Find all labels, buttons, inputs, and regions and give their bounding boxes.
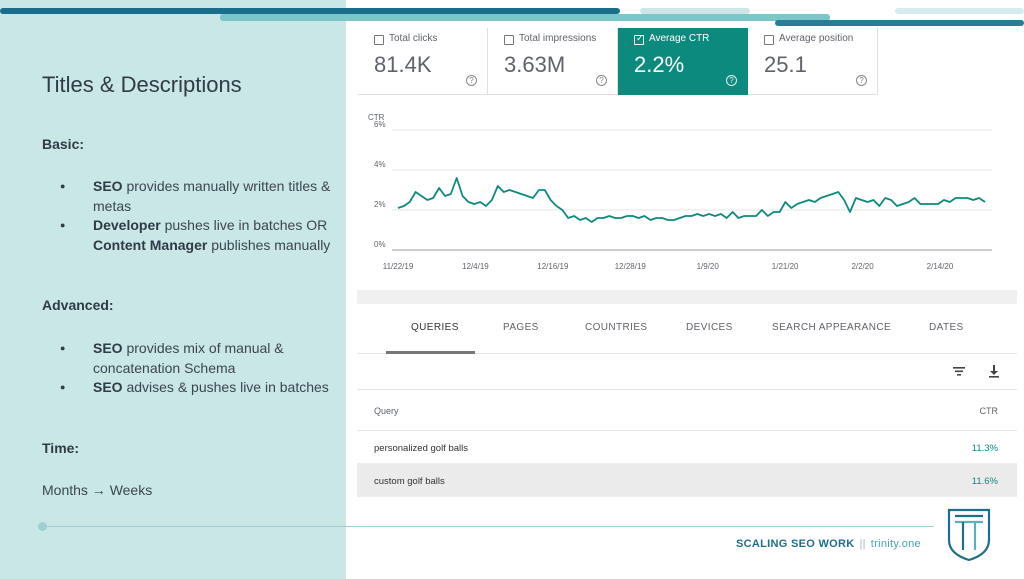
tab-dates[interactable]: DATES (929, 322, 964, 333)
bullet-item: SEO provides manually written titles & m… (60, 177, 335, 216)
top-decor-bar (640, 8, 750, 14)
bullet-strong: SEO (93, 340, 123, 356)
tab-search-appearance[interactable]: SEARCH APPEARANCE (772, 322, 892, 333)
x-tick-label: 11/22/19 (383, 262, 414, 271)
slide-title: Titles & Descriptions (42, 72, 242, 97)
time-heading: Time: (42, 440, 80, 456)
x-tick-label: 1/21/20 (772, 262, 799, 271)
metric-label: Average CTR (649, 33, 710, 44)
bullet-strong: SEO (93, 178, 123, 194)
top-decor-bar (775, 20, 1024, 26)
y-tick-label: 2% (374, 200, 386, 209)
basic-heading: Basic: (42, 136, 85, 152)
metric-card-average-position[interactable]: Average position 25.1 ? (748, 28, 878, 95)
advanced-heading: Advanced: (42, 297, 114, 313)
bullet-text: publishes manually (207, 236, 331, 253)
bullet-text: advises & pushes live in batches (122, 379, 329, 395)
column-header-ctr[interactable]: CTR (979, 406, 999, 416)
footer-brand-title: SCALING SEO WORK (736, 538, 855, 550)
help-circle-icon[interactable]: ? (726, 75, 737, 86)
bullet-text: provides mix of manual & concatenation S… (93, 340, 284, 376)
footer-separator: || (859, 538, 866, 550)
x-tick-label: 12/28/19 (615, 262, 647, 271)
checkbox[interactable] (764, 35, 774, 45)
footer-brand: SCALING SEO WORK || trinity.one (736, 538, 921, 550)
basic-bullets: SEO provides manually written titles & m… (60, 177, 335, 255)
y-tick-label: 4% (374, 160, 386, 169)
metric-card-average-ctr[interactable]: ✓ Average CTR 2.2% ? (618, 28, 748, 95)
time-text: Months → Weeks (42, 482, 153, 498)
download-icon[interactable] (986, 363, 1002, 379)
metric-value: 3.63M (504, 52, 566, 77)
checkbox[interactable] (504, 35, 514, 45)
tab-queries[interactable]: QUERIES (411, 322, 459, 333)
top-decor-bar (895, 8, 1024, 14)
tab-countries[interactable]: COUNTRIES (585, 322, 648, 333)
metric-card-total-clicks[interactable]: Total clicks 81.4K ? (358, 28, 488, 95)
metric-card-total-impressions[interactable]: Total impressions 3.63M ? (488, 28, 618, 95)
top-decor-bar (220, 14, 830, 21)
help-circle-icon[interactable]: ? (596, 75, 607, 86)
column-header-query[interactable]: Query (374, 406, 399, 416)
footer-line (42, 526, 934, 527)
advanced-bullets: SEO provides mix of manual & concatenati… (60, 339, 335, 398)
active-tab-indicator (386, 351, 475, 354)
ctr-cell: 11.3% (971, 443, 998, 454)
section-divider (357, 290, 1017, 304)
queries-table: Query CTR personalized golf balls 11.3% … (357, 390, 1017, 497)
filter-icon[interactable] (951, 363, 967, 379)
y-tick-label: 0% (374, 240, 386, 249)
metric-label: Total clicks (389, 33, 438, 44)
help-circle-icon[interactable]: ? (856, 75, 867, 86)
metric-value: 2.2% (634, 52, 685, 77)
x-tick-label: 12/16/19 (537, 262, 569, 271)
y-axis-title: CTR (368, 113, 385, 122)
table-toolbar (357, 354, 1017, 390)
bullet-strong: SEO (93, 379, 123, 395)
x-tick-label: 2/2/20 (851, 262, 874, 271)
checkbox-checked[interactable]: ✓ (634, 33, 644, 45)
bullet-item: SEO advises & pushes live in batches (60, 378, 335, 398)
query-cell: personalized golf balls (374, 443, 469, 454)
metric-label: Total impressions (519, 33, 597, 44)
table-row[interactable]: personalized golf balls 11.3% (357, 431, 1017, 464)
ctr-series-line (397, 177, 986, 223)
table-header: Query CTR (357, 390, 1017, 431)
x-tick-label: 1/9/20 (697, 262, 720, 271)
bullet-item: Developer pushes live in batches OR Cont… (60, 216, 335, 255)
query-cell: custom golf balls (374, 476, 445, 487)
metric-value: 81.4K (374, 52, 432, 77)
top-decor-bar (0, 8, 620, 14)
footer-site: trinity.one (870, 538, 921, 550)
x-tick-label: 12/4/19 (462, 262, 489, 271)
table-row[interactable]: custom golf balls 11.6% (357, 464, 1017, 497)
help-circle-icon[interactable]: ? (466, 75, 477, 86)
ctr-cell: 11.6% (971, 476, 998, 487)
trinity-logo (947, 508, 991, 562)
bullet-item: SEO provides mix of manual & concatenati… (60, 339, 335, 378)
bullet-text: pushes live in batches OR (160, 217, 328, 233)
x-tick-label: 2/14/20 (927, 262, 954, 271)
checkbox[interactable] (374, 35, 384, 45)
y-tick-label: 6% (374, 120, 386, 129)
metric-value: 25.1 (764, 52, 807, 77)
bullet-text: provides manually written titles & metas (93, 178, 331, 214)
check-icon: ✓ (636, 33, 644, 43)
tab-pages[interactable]: PAGES (503, 322, 539, 333)
metric-label: Average position (779, 33, 854, 44)
metric-cards: Total clicks 81.4K ? Total impressions 3… (358, 28, 878, 95)
bullet-strong: Developer (93, 217, 161, 233)
tab-devices[interactable]: DEVICES (686, 322, 733, 333)
report-tabs: QUERIES PAGES COUNTRIES DEVICES SEARCH A… (357, 304, 1017, 354)
left-panel (0, 0, 346, 579)
bullet-strong: Content Manager (93, 236, 208, 253)
